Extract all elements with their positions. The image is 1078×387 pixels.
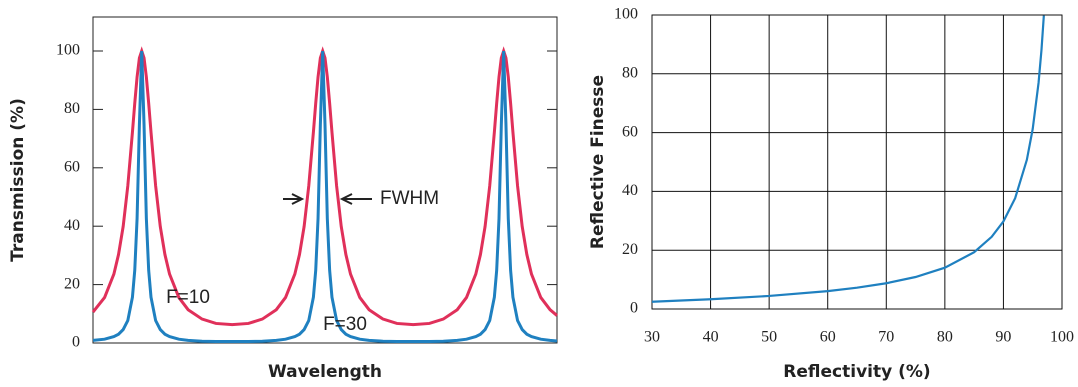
annotation: FWHM (380, 188, 439, 209)
y-axis-label: Transmission (%) (8, 98, 28, 262)
y-tick-label: 40 (64, 217, 80, 234)
y-tick-label: 80 (64, 100, 80, 117)
y-tick-label: 0 (72, 334, 80, 351)
y-tick-label: 80 (622, 64, 638, 81)
x-tick-label: 70 (878, 329, 894, 346)
arrow (283, 193, 305, 205)
y-tick-label: 100 (56, 42, 80, 59)
y-tick-label: 100 (614, 6, 638, 23)
x-tick-label: 30 (644, 329, 660, 346)
y-tick-label: 0 (630, 300, 638, 317)
series-label: F=10 (166, 287, 210, 308)
x-tick-label: 90 (995, 329, 1011, 346)
y-axis-label: Reflective Finesse (588, 75, 608, 249)
arrow (339, 193, 372, 205)
data-line (651, 15, 1045, 303)
y-tick-label: 60 (64, 158, 80, 175)
x-tick-label: 100 (1050, 329, 1074, 346)
series-label: F=30 (323, 314, 367, 335)
y-tick-label: 20 (622, 241, 638, 258)
x-tick-label: 40 (703, 329, 719, 346)
data-line (92, 50, 558, 344)
plot-frame (651, 14, 1063, 310)
x-tick-label: 50 (761, 329, 777, 346)
x-axis-label: Wavelength (268, 362, 382, 382)
plot-frame (92, 16, 558, 344)
y-tick-label: 40 (622, 182, 638, 199)
y-tick-label: 20 (64, 275, 80, 292)
x-tick-label: 60 (820, 329, 836, 346)
x-axis-label: Reflectivity (%) (783, 362, 930, 382)
y-tick-label: 60 (622, 123, 638, 140)
x-tick-label: 80 (937, 329, 953, 346)
